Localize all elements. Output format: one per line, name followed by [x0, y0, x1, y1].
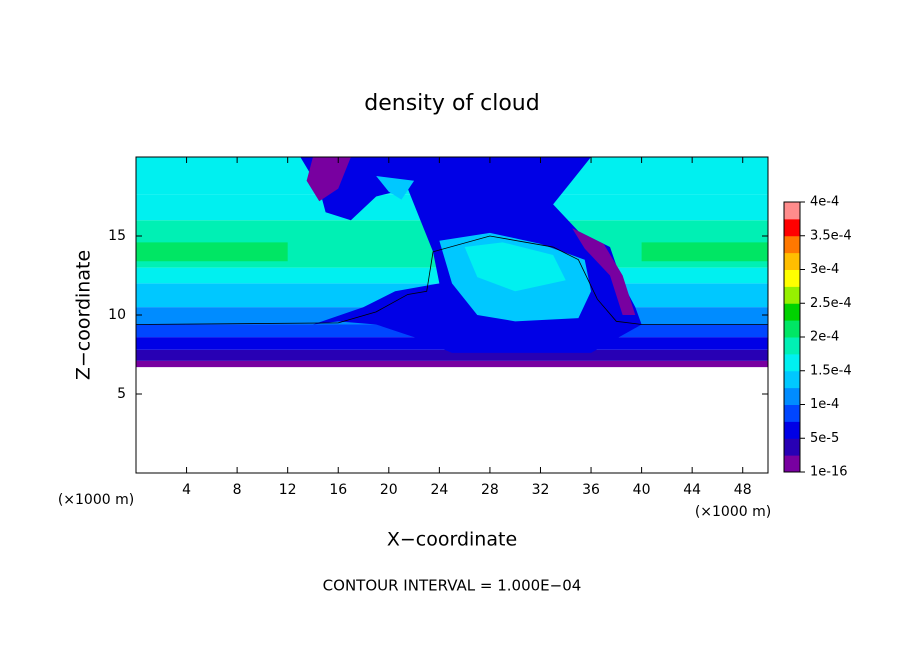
- colorbar-tick-label: 2e-4: [810, 330, 839, 345]
- cloud-interior: [376, 175, 415, 200]
- colorbar-band: [784, 438, 800, 456]
- x-tick-label: 4: [182, 482, 191, 498]
- x-unit-label: (×1000 m): [695, 504, 771, 520]
- contour-band: [136, 242, 288, 262]
- x-tick-label: 16: [329, 482, 347, 498]
- colorbar-band: [784, 252, 800, 270]
- colorbar-tick-label: 4e-4: [810, 195, 839, 210]
- y-axis-label: Z−coordinate: [73, 250, 95, 380]
- colorbar-band: [784, 455, 800, 473]
- colorbar-tick-label: 3.5e-4: [810, 228, 852, 243]
- colorbar-tick-label: 2.5e-4: [810, 296, 852, 311]
- colorbar-band: [784, 269, 800, 287]
- colorbar-band: [784, 387, 800, 405]
- x-tick-label: 12: [279, 482, 297, 498]
- x-tick-label: 48: [734, 482, 752, 498]
- contour-band: [136, 349, 768, 361]
- colorbar-band: [784, 303, 800, 321]
- colorbar-band: [784, 353, 800, 372]
- x-tick-label: 8: [233, 482, 242, 498]
- cloud-edge: [306, 157, 351, 202]
- colorbar-tick-label: 1e-16: [810, 465, 848, 480]
- contour-line: [135, 235, 768, 325]
- y-tick-label: 10: [108, 307, 126, 323]
- x-tick-label: 24: [430, 482, 448, 498]
- colorbar-tick-label: 1e-4: [810, 397, 839, 412]
- colorbar-band: [784, 370, 800, 389]
- cloud-edge: [572, 228, 636, 315]
- colorbar-band: [784, 320, 800, 338]
- x-axis-label: X−coordinate: [387, 529, 517, 551]
- colorbar-band: [784, 202, 800, 220]
- y-unit-label: (×1000 m): [58, 492, 134, 508]
- colorbar-band: [784, 286, 800, 304]
- x-tick-label: 20: [380, 482, 398, 498]
- contour-band: [136, 360, 768, 368]
- colorbar-tick-label: 1.5e-4: [810, 363, 852, 378]
- colorbar-band: [784, 218, 800, 237]
- colorbar-band: [784, 235, 800, 254]
- colorbar-tick-label: 3e-4: [810, 262, 839, 277]
- y-tick-label: 15: [108, 228, 126, 244]
- colorbar-tick-label: 5e-5: [810, 431, 839, 446]
- y-tick-label: 5: [117, 386, 126, 402]
- x-tick-label: 28: [481, 482, 499, 498]
- x-tick-label: 44: [683, 482, 701, 498]
- contour-band: [641, 242, 768, 262]
- colorbar-band: [784, 421, 800, 439]
- footnote: CONTOUR INTERVAL = 1.000E−04: [323, 577, 582, 595]
- colorbar-band: [784, 337, 800, 355]
- cloud-interior: [464, 242, 566, 292]
- x-tick-label: 40: [633, 482, 651, 498]
- x-tick-label: 32: [532, 482, 550, 498]
- colorbar-band: [784, 404, 800, 422]
- x-tick-label: 36: [582, 482, 600, 498]
- chart-title: density of cloud: [364, 91, 539, 116]
